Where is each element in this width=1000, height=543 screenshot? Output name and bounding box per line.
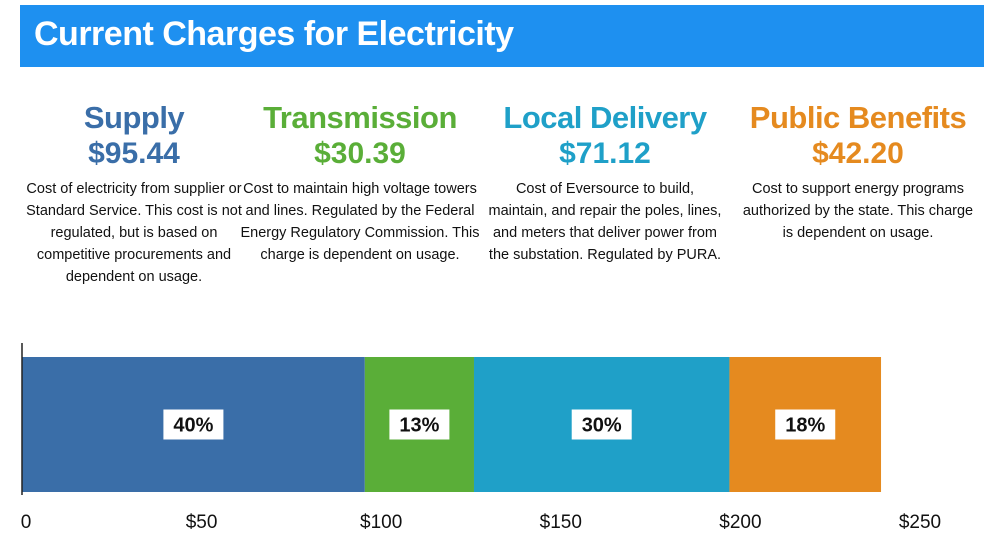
percent-label-box [163,409,224,440]
percent-label: 40% [173,415,213,437]
percent-label: 18% [785,415,825,437]
percent-label: 30% [582,415,622,437]
category-public-benefits: Public Benefits $42.20 Cost to support e… [738,100,978,244]
x-tick-label: $50 [186,512,218,533]
x-tick-label: $250 [899,512,941,533]
category-name: Transmission [263,100,457,135]
category-amount: $42.20 [812,137,904,170]
percent-label-box [775,409,836,440]
category-supply: Supply $95.44 Cost of electricity from s… [14,100,254,288]
percent-label-box [389,409,450,440]
bar-group [22,357,882,492]
percent-label-group: 40% 13% 30% 18% [163,409,836,440]
page-title: Current Charges for Electricity [34,15,514,53]
category-description: Cost of electricity from supplier or Sta… [26,181,242,285]
category-name: Supply [83,100,185,135]
category-amount: $30.39 [314,137,406,170]
category-amount: $95.44 [88,137,180,170]
x-axis-ticks: 0 $50 $100 $150 $200 $250 [21,512,941,533]
category-name: Local Delivery [503,100,707,135]
x-tick-label: $150 [540,512,582,533]
category-amount: $71.12 [559,137,651,170]
percent-label-box [571,409,632,440]
category-transmission: Transmission $30.39 Cost to maintain hig… [240,100,480,266]
percent-label: 13% [399,415,439,437]
x-tick-label: $200 [719,512,761,533]
category-description: Cost to support energy programs authoriz… [742,181,974,241]
x-tick-label: $100 [360,512,402,533]
category-description: Cost to maintain high voltage towers and… [240,181,480,263]
x-tick-label: 0 [21,512,32,533]
category-description: Cost of Eversource to build, maintain, a… [488,181,722,263]
header-banner: Current Charges for Electricity [20,5,984,67]
category-name: Public Benefits [749,100,967,135]
category-local-delivery: Local Delivery $71.12 Cost of Eversource… [485,100,725,266]
